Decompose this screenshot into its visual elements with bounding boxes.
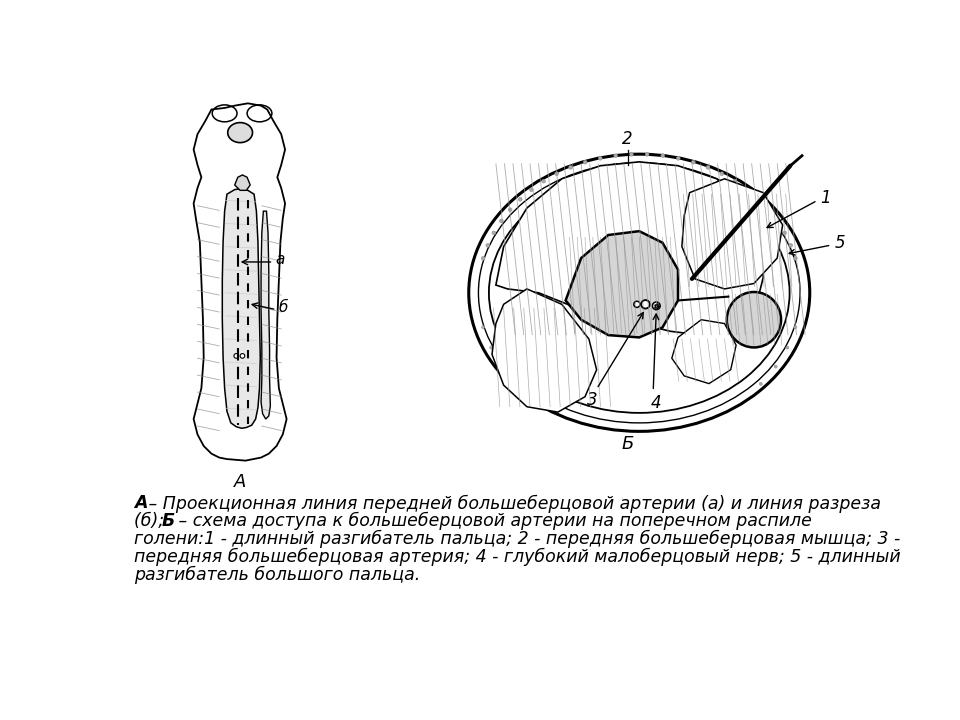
Circle shape — [745, 188, 749, 192]
Circle shape — [766, 208, 770, 212]
Ellipse shape — [228, 122, 252, 143]
Circle shape — [706, 166, 709, 169]
Circle shape — [613, 154, 617, 158]
Circle shape — [774, 365, 778, 368]
Circle shape — [789, 243, 793, 247]
Circle shape — [518, 197, 522, 201]
Circle shape — [501, 365, 504, 368]
Circle shape — [756, 197, 760, 201]
Polygon shape — [565, 231, 678, 338]
Circle shape — [691, 161, 695, 164]
Circle shape — [786, 346, 789, 349]
Circle shape — [598, 156, 602, 161]
Circle shape — [794, 325, 797, 329]
Circle shape — [775, 219, 780, 223]
Text: Б: Б — [621, 435, 634, 453]
Circle shape — [508, 208, 512, 212]
Circle shape — [516, 382, 519, 385]
Circle shape — [492, 231, 495, 235]
Text: а: а — [275, 252, 284, 267]
Text: А: А — [234, 473, 247, 491]
Text: 2: 2 — [622, 130, 633, 148]
Text: (б);: (б); — [134, 512, 170, 530]
Polygon shape — [492, 289, 596, 412]
Text: б: б — [278, 300, 287, 315]
Circle shape — [530, 188, 534, 192]
Circle shape — [720, 172, 724, 176]
Circle shape — [794, 256, 798, 260]
Polygon shape — [261, 211, 271, 419]
Text: – схема доступа к большеберцовой артерии на поперечном распиле: – схема доступа к большеберцовой артерии… — [173, 512, 811, 531]
Circle shape — [568, 166, 572, 169]
Circle shape — [481, 256, 485, 260]
Text: 5: 5 — [834, 234, 845, 252]
Text: Б: Б — [162, 512, 175, 530]
Circle shape — [482, 325, 485, 329]
Circle shape — [584, 161, 588, 164]
Text: 3: 3 — [588, 391, 598, 409]
Circle shape — [653, 302, 660, 310]
Circle shape — [499, 219, 503, 223]
Polygon shape — [682, 179, 782, 289]
Circle shape — [782, 231, 786, 235]
Circle shape — [486, 243, 490, 247]
Circle shape — [641, 300, 650, 309]
Circle shape — [676, 156, 681, 161]
Circle shape — [240, 354, 245, 359]
Text: А: А — [134, 495, 148, 513]
Text: – Проекционная линия передней большеберцовой артерии (а) и линия разреза: – Проекционная линия передней большеберц… — [143, 495, 881, 513]
Text: голени:1 - длинный разгибатель пальца; 2 - передняя большеберцовая мышца; 3 -: голени:1 - длинный разгибатель пальца; 2… — [134, 530, 900, 548]
Text: 4: 4 — [651, 394, 661, 412]
Circle shape — [541, 179, 545, 183]
Polygon shape — [223, 189, 260, 428]
Polygon shape — [234, 175, 251, 190]
Ellipse shape — [727, 292, 781, 348]
Polygon shape — [496, 162, 763, 335]
Circle shape — [634, 301, 640, 307]
Circle shape — [759, 382, 762, 385]
Polygon shape — [672, 320, 736, 384]
Circle shape — [555, 172, 559, 176]
Circle shape — [630, 153, 634, 156]
Text: 1: 1 — [820, 189, 830, 207]
Circle shape — [645, 153, 649, 156]
Circle shape — [660, 154, 664, 158]
Text: разгибатель большого пальца.: разгибатель большого пальца. — [134, 565, 420, 584]
Circle shape — [234, 354, 239, 359]
Circle shape — [490, 346, 492, 349]
Circle shape — [733, 179, 737, 183]
Text: передняя большеберцовая артерия; 4 - глубокий малоберцовый нерв; 5 - длинный: передняя большеберцовая артерия; 4 - глу… — [134, 548, 900, 566]
